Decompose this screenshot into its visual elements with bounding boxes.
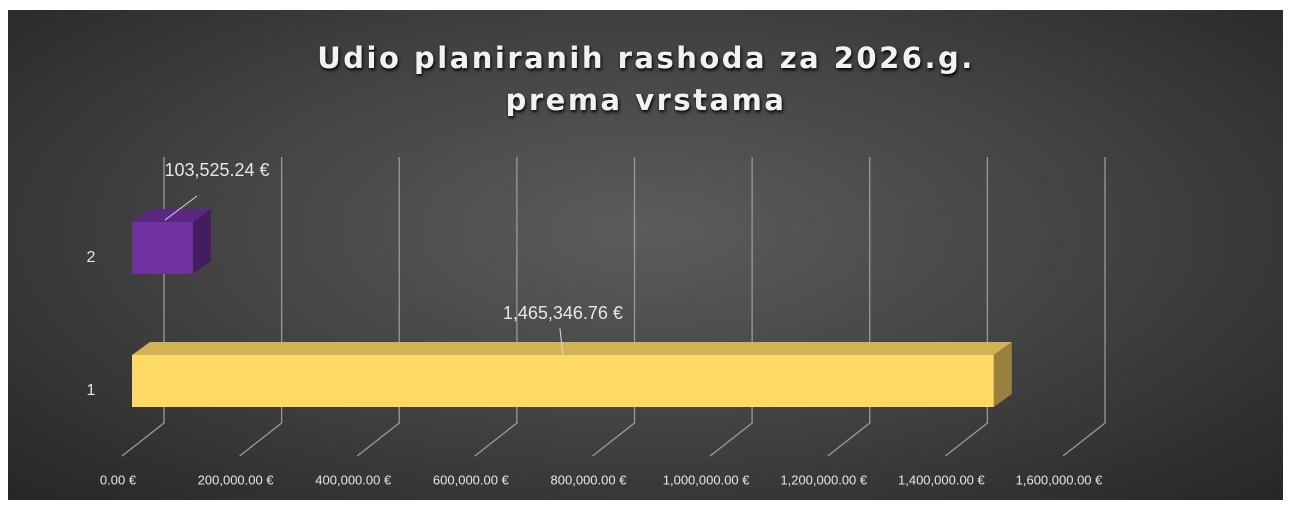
- x-tick-label: 600,000.00 €: [433, 472, 510, 487]
- x-tick-label: 1,400,000.00 €: [898, 472, 986, 487]
- x-tick-label: 400,000.00 €: [315, 472, 392, 487]
- data-label: 1,465,346.76 €: [503, 303, 623, 323]
- grid-line: [121, 157, 165, 457]
- grid-line: [239, 157, 283, 457]
- grid-line: [944, 157, 989, 457]
- chart-title: Udio planiranih rashoda za 2026.g. prema…: [317, 41, 975, 117]
- leader-line: [559, 327, 564, 356]
- bar: [132, 355, 994, 407]
- y-tick-label: 2: [87, 249, 96, 266]
- bar-side: [192, 209, 211, 274]
- x-tick-label: 800,000.00 €: [551, 472, 628, 487]
- x-tick-label: 1,600,000.00 €: [1016, 472, 1104, 487]
- grid-line: [474, 157, 518, 457]
- chart-area: Udio planiranih rashoda za 2026.g. prema…: [8, 10, 1283, 500]
- y-tick-label: 1: [87, 382, 96, 399]
- x-tick-label: 1,000,000.00 €: [663, 472, 751, 487]
- grid-line: [592, 157, 636, 457]
- x-tick-label: 0.00 €: [100, 472, 137, 487]
- bar-side: [993, 342, 1012, 407]
- x-tick-label: 200,000.00 €: [198, 472, 275, 487]
- data-label: 103,525.24 €: [164, 160, 269, 180]
- grid-line: [1062, 157, 1106, 457]
- x-tick-label: 1,200,000.00 €: [780, 472, 868, 487]
- grid-line: [709, 157, 753, 457]
- grid-line: [827, 157, 871, 457]
- leader-line: [164, 195, 198, 221]
- chart: 0.00 € 200,000.00 € 400,000.00 € 600,000.00…: [87, 157, 1106, 487]
- bar: [132, 222, 193, 274]
- grid-line: [356, 157, 400, 457]
- bar-top: [132, 342, 1012, 355]
